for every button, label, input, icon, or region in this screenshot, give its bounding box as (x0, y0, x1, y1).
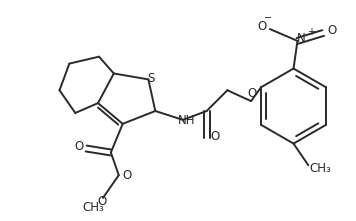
Text: S: S (148, 72, 155, 85)
Text: CH₃: CH₃ (82, 201, 104, 214)
Text: +: + (307, 27, 315, 37)
Text: O: O (257, 20, 267, 32)
Text: N: N (297, 32, 306, 45)
Text: O: O (122, 169, 131, 182)
Text: O: O (247, 87, 257, 100)
Text: O: O (210, 130, 219, 143)
Text: O: O (97, 195, 106, 208)
Text: −: − (264, 13, 272, 23)
Text: O: O (75, 140, 84, 153)
Text: O: O (328, 23, 337, 36)
Text: CH₃: CH₃ (309, 162, 331, 175)
Text: NH: NH (178, 114, 196, 127)
